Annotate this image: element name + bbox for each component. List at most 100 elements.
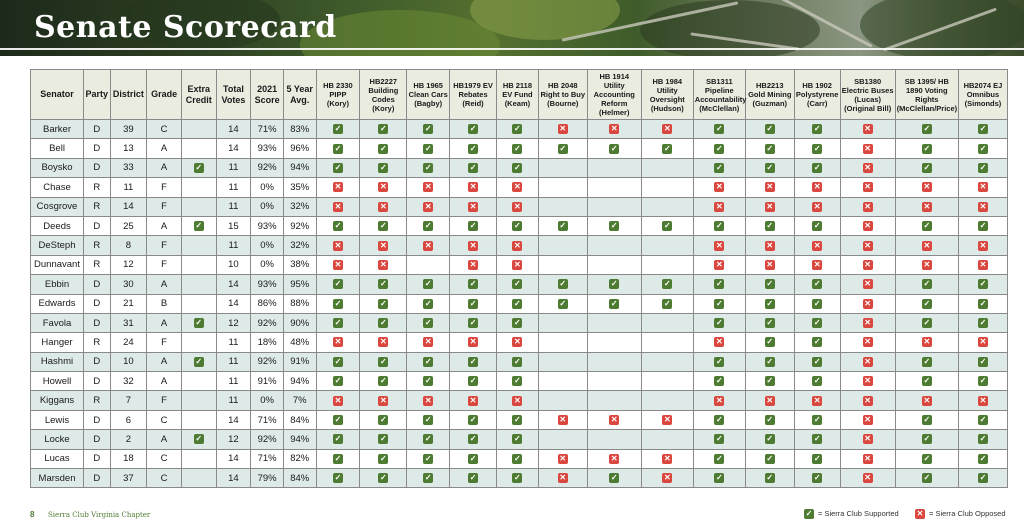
check-icon: ✓: [764, 415, 775, 426]
vote-cell: ✓: [449, 118, 497, 140]
vote-cell: [640, 177, 694, 198]
vote-cell: [586, 254, 642, 276]
cell-district: 18: [109, 448, 148, 470]
x-icon: ✕: [423, 337, 434, 348]
vote-cell: [537, 196, 588, 217]
check-icon: ✓: [714, 473, 725, 484]
x-icon: ✕: [977, 182, 988, 193]
check-icon: ✓: [812, 143, 823, 154]
vote-cell: ✕: [315, 177, 361, 198]
vote-cell: ✓: [744, 371, 795, 392]
check-icon: ✓: [332, 415, 343, 426]
vote-cell: ✓: [744, 293, 795, 314]
vote-cell: ✕: [586, 118, 642, 140]
cell-grade: A: [146, 429, 182, 450]
vote-cell: ✓: [894, 371, 959, 392]
table-row: Hanger R 24 F 11 18% 48% ✕ ✕ ✕ ✕ ✕ ✕ ✓ ✓ ✕ ✕ ✕: [29, 332, 1009, 353]
x-icon: ✕: [468, 259, 479, 270]
cell-avg: 83%: [282, 118, 317, 140]
x-icon: ✕: [468, 240, 479, 251]
vote-cell: ✓: [894, 351, 959, 373]
vote-cell: ✓: [894, 138, 959, 159]
vote-cell: ✓: [449, 468, 497, 489]
vote-cell: [180, 196, 217, 217]
vote-cell: ✓: [894, 118, 959, 140]
cell-district: 31: [109, 312, 148, 334]
vote-cell: ✓: [449, 157, 497, 179]
check-icon: ✓: [378, 473, 389, 484]
vote-cell: [586, 429, 642, 450]
cell-district: 8: [109, 235, 148, 256]
vote-cell: ✓: [744, 448, 795, 470]
vote-cell: ✓: [496, 371, 539, 392]
check-icon: ✓: [714, 279, 725, 290]
check-icon: ✓: [764, 376, 775, 387]
check-icon: ✓: [812, 376, 823, 387]
check-icon: ✓: [812, 356, 823, 367]
check-icon: ✓: [468, 143, 479, 154]
check-icon: ✓: [764, 356, 775, 367]
check-icon: ✓: [714, 415, 725, 426]
vote-cell: ✓: [957, 138, 1009, 159]
cell-avg: 96%: [282, 138, 317, 159]
vote-cell: ✓: [496, 312, 539, 334]
cell-district: 2: [109, 429, 148, 450]
vote-cell: ✓: [793, 409, 841, 431]
vote-cell: ✓: [744, 351, 795, 373]
check-icon: ✓: [378, 356, 389, 367]
check-icon: ✓: [512, 415, 523, 426]
vote-cell: ✕: [839, 235, 896, 256]
cell-grade: A: [146, 157, 182, 179]
cell-total: 15: [215, 215, 252, 237]
vote-cell: ✕: [692, 332, 746, 353]
cell-senator: Lewis: [29, 409, 85, 431]
vote-cell: ✓: [180, 429, 217, 450]
x-icon: ✕: [921, 337, 932, 348]
column-header: HB 1984 Utility Oversight (Hudson): [640, 69, 694, 120]
table-row: Hashmi D 10 A ✓ 11 92% 91% ✓ ✓ ✓ ✓ ✓ ✓ ✓ ✓ ✕ ✓ ✓: [29, 351, 1009, 373]
vote-cell: ✓: [537, 215, 588, 237]
check-icon: ✓: [977, 124, 988, 135]
check-icon: ✓: [977, 473, 988, 484]
footer-org: Sierra Club Virginia Chapter: [48, 511, 151, 519]
check-icon: ✓: [512, 162, 523, 173]
vote-cell: ✕: [640, 409, 694, 431]
vote-cell: ✕: [692, 196, 746, 217]
check-icon: ✓: [512, 453, 523, 464]
cell-grade: A: [146, 215, 182, 237]
x-icon: ✕: [812, 395, 823, 406]
cell-total: 14: [215, 409, 252, 431]
vote-cell: ✓: [793, 157, 841, 179]
check-icon: ✓: [812, 318, 823, 329]
column-header: HB2074 EJ Omnibus (Simonds): [957, 69, 1009, 120]
vote-cell: ✓: [957, 118, 1009, 140]
legend-supported-label: = Sierra Club Supported: [818, 509, 899, 518]
check-icon: ✓: [812, 279, 823, 290]
cell-avg: 94%: [282, 157, 317, 179]
check-icon: ✓: [468, 453, 479, 464]
vote-cell: [180, 448, 217, 470]
cell-avg: 84%: [282, 468, 317, 489]
vote-cell: ✓: [449, 274, 497, 295]
x-icon: ✕: [977, 337, 988, 348]
check-icon: ✓: [714, 143, 725, 154]
vote-cell: ✓: [496, 157, 539, 179]
cell-senator: Marsden: [29, 468, 85, 489]
vote-cell: ✕: [449, 235, 497, 256]
check-icon: ✓: [812, 298, 823, 309]
cell-score: 93%: [250, 215, 284, 237]
vote-cell: ✓: [359, 429, 408, 450]
vote-cell: ✕: [839, 409, 896, 431]
check-icon: ✓: [512, 279, 523, 290]
cell-total: 11: [215, 235, 252, 256]
vote-cell: ✓: [744, 138, 795, 159]
vote-cell: ✕: [359, 235, 408, 256]
check-icon: ✓: [812, 337, 823, 348]
check-icon: ✓: [812, 434, 823, 445]
x-icon: ✕: [378, 395, 389, 406]
check-icon: ✓: [764, 143, 775, 154]
x-icon: ✕: [332, 395, 343, 406]
vote-cell: ✓: [315, 118, 361, 140]
vote-cell: ✕: [839, 351, 896, 373]
vote-cell: ✕: [359, 254, 408, 276]
